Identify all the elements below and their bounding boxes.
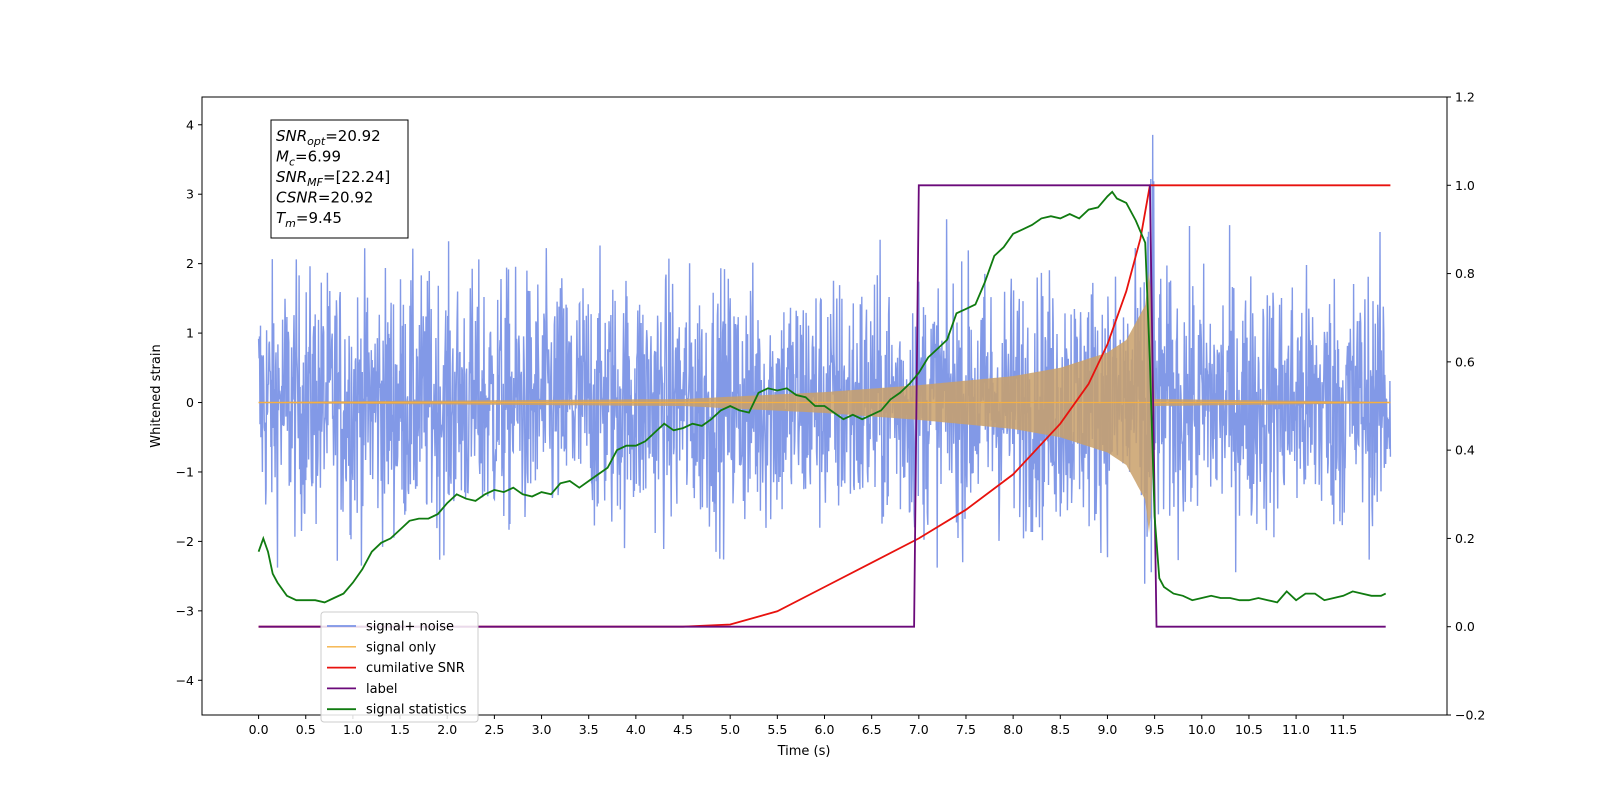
y-tick-label: −1	[176, 464, 194, 479]
y2-tick-label: 0.4	[1455, 443, 1475, 458]
y2-tick-label: 1.0	[1455, 178, 1475, 193]
y2-tick-label: 1.2	[1455, 90, 1475, 105]
x-tick-label: 0.5	[296, 722, 316, 737]
series-signal-statistics	[257, 190, 1387, 604]
y-tick-label: 3	[186, 187, 194, 202]
x-tick-label: 9.0	[1098, 722, 1118, 737]
x-tick-label: 2.5	[484, 722, 504, 737]
y-tick-label: −2	[176, 534, 194, 549]
x-tick-label: 4.0	[626, 722, 646, 737]
x-tick-label: 9.5	[1145, 722, 1165, 737]
info-line: SNRopt=20.92	[276, 127, 381, 148]
series-signal-noise	[257, 134, 1392, 584]
x-tick-label: 7.5	[956, 722, 976, 737]
legend-label: cumilative SNR	[366, 661, 465, 676]
y-axis-title: Whitened strain	[149, 344, 164, 447]
x-tick-label: 5.5	[767, 722, 787, 737]
x-tick-label: 4.5	[673, 722, 693, 737]
x-tick-label: 10.0	[1188, 722, 1216, 737]
x-tick-label: 7.0	[909, 722, 929, 737]
info-line: SNRMF=[22.24]	[276, 168, 390, 189]
y2-tick-label: 0.6	[1455, 354, 1475, 369]
x-tick-label: 6.5	[862, 722, 882, 737]
axes-layer: 0.0 0.5 1.0 1.5 2.0 2.5 3.0 3.5 4.0 4.5 5.0 5.5 6.0 6…	[176, 90, 1486, 738]
y-tick-label: 0	[186, 395, 194, 410]
info-box: SNRopt=20.92Mc=6.99SNRMF=[22.24]CSNR=20.…	[270, 119, 409, 239]
x-tick-label: 8.5	[1050, 722, 1070, 737]
series-cumilative-snr	[258, 184, 1391, 628]
legend-label: signal statistics	[366, 703, 467, 718]
x-tick-label: 10.5	[1235, 722, 1263, 737]
x-tick-label: 11.0	[1282, 722, 1310, 737]
y-tick-label: 4	[186, 117, 194, 132]
x-tick-label: 5.0	[720, 722, 740, 737]
y2-tick-label: −0.2	[1455, 708, 1485, 723]
y-tick-label: −4	[176, 673, 194, 688]
series-label	[258, 184, 1386, 628]
x-tick-label: 6.0	[815, 722, 835, 737]
info-line: CSNR=20.92	[276, 189, 373, 207]
x-axis-title: Time (s)	[777, 744, 831, 759]
info-line: Mc=6.99	[276, 148, 341, 169]
y2-tick-label: 0.8	[1455, 266, 1475, 281]
x-tick-label: 3.0	[532, 722, 552, 737]
x-tick-label: 11.5	[1329, 722, 1357, 737]
legend: signal+ noise signal only cumilative SNR la…	[320, 611, 479, 723]
x-tick-label: 3.5	[579, 722, 599, 737]
x-tick-label: 2.0	[437, 722, 457, 737]
y2-tick-label: 0.0	[1455, 619, 1475, 634]
y-tick-label: 2	[186, 256, 194, 271]
y-tick-label: −3	[176, 603, 194, 618]
x-tick-label: 1.0	[343, 722, 363, 737]
x-tick-label: 1.5	[390, 722, 410, 737]
y2-tick-label: 0.2	[1455, 531, 1475, 546]
info-line: Tm=9.45	[276, 209, 342, 230]
legend-frame	[320, 611, 479, 723]
info-box-frame	[270, 119, 409, 239]
x-tick-label: 8.0	[1003, 722, 1023, 737]
legend-label: signal only	[366, 640, 436, 655]
legend-label: label	[366, 682, 397, 697]
y-tick-label: 1	[186, 326, 194, 341]
x-tick-label: 0.0	[249, 722, 269, 737]
plot-layer	[257, 134, 1392, 628]
legend-label: signal+ noise	[366, 620, 454, 635]
